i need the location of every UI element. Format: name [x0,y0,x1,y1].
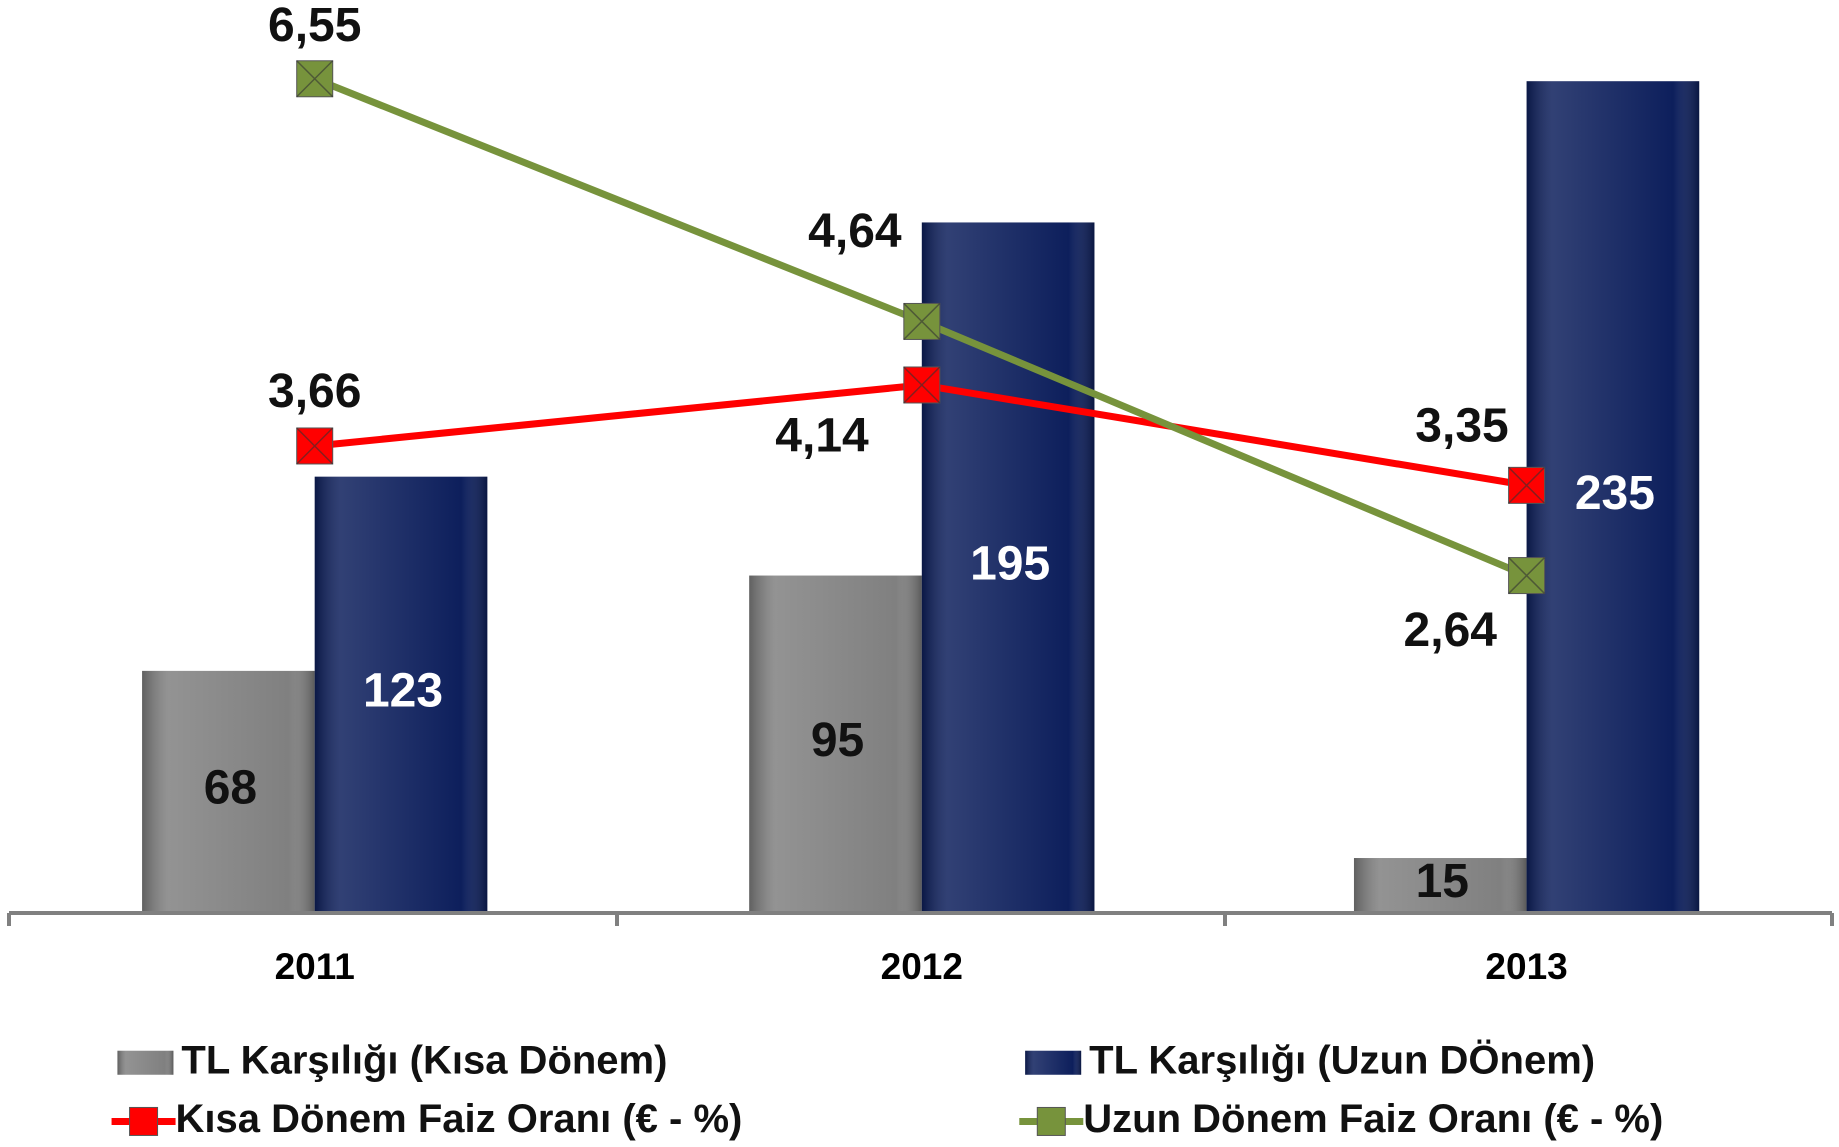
legend-swatch-shade [1025,1050,1082,1075]
line-value-label: 4,64 [808,205,902,258]
legend-swatch-shade [117,1050,174,1075]
legend-label: TL Karşılığı (Uzun DÖnem) [1089,1037,1595,1082]
legend-label: Uzun Dönem Faiz Oranı (€ - %) [1083,1097,1663,1141]
bar-value-label: 95 [811,714,864,767]
bar-shade [749,575,922,911]
bar-value-label: 235 [1575,467,1655,520]
marker-cross [903,302,941,340]
line-value-label: 6,55 [268,0,361,52]
x-tick-label: 2012 [881,946,963,987]
bar-shade [1353,858,1527,911]
x-tick-label: 2013 [1485,946,1567,987]
bar-value-label: 68 [204,762,257,815]
bar-shade [314,476,488,911]
legend-label: Kısa Dönem Faiz Oranı (€ - %) [176,1097,743,1141]
line-value-label: 4,14 [775,410,869,463]
marker-cross [296,427,334,465]
legend-marker [1036,1106,1066,1136]
legend-label: TL Karşılığı (Kısa Dönem) [181,1038,667,1082]
x-axis [7,911,1834,926]
bar-shade [142,670,315,911]
legend-marker [129,1106,159,1136]
marker-cross [903,366,941,404]
marker-cross [296,60,334,98]
line-value-label: 3,66 [268,365,361,418]
line-value-label: 3,35 [1415,400,1508,453]
line-value-label: 2,64 [1404,604,1498,657]
marker-cross [1508,466,1546,504]
bar-value-label: 123 [363,665,443,718]
bar-value-label: 15 [1416,855,1469,908]
bar-shade [1526,81,1700,911]
bar-value-label: 195 [970,537,1050,590]
x-tick-label: 2011 [275,946,355,987]
marker-cross [1508,557,1546,595]
